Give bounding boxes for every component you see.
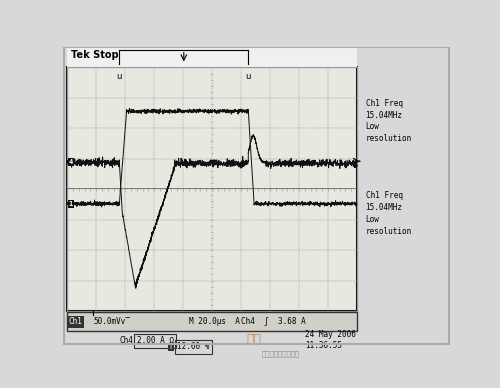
Text: T: T (168, 344, 173, 350)
Text: 50.0mVv̅: 50.0mVv̅ (94, 317, 130, 326)
Text: 4: 4 (68, 159, 73, 165)
FancyBboxPatch shape (67, 312, 357, 331)
Text: Tek Stop: Tek Stop (71, 50, 118, 60)
Text: 易迪: 易迪 (247, 333, 262, 346)
Text: 1: 1 (68, 201, 73, 207)
Text: u: u (246, 72, 251, 81)
Text: 24 May 2006
11:36:55: 24 May 2006 11:36:55 (305, 330, 356, 350)
Text: Ch1 Freq
15.04MHz
Low
resolution: Ch1 Freq 15.04MHz Low resolution (366, 191, 412, 236)
Text: Ch4: Ch4 (120, 336, 133, 345)
Text: Ch1 Freq
15.04MHz
Low
resolution: Ch1 Freq 15.04MHz Low resolution (366, 99, 412, 143)
Text: 2.00 A Ω: 2.00 A Ω (136, 336, 173, 345)
Text: M 20.0μs  A: M 20.0μs A (189, 317, 240, 326)
Text: u: u (116, 72, 122, 81)
FancyBboxPatch shape (67, 68, 357, 311)
Text: 射频和天线设计专家: 射频和天线设计专家 (262, 350, 300, 357)
Text: 12.60 %: 12.60 % (178, 342, 210, 352)
Text: Ch1: Ch1 (68, 317, 82, 326)
FancyBboxPatch shape (67, 47, 357, 68)
Text: Ch4  ʃ  3.68 A: Ch4 ʃ 3.68 A (241, 317, 306, 326)
